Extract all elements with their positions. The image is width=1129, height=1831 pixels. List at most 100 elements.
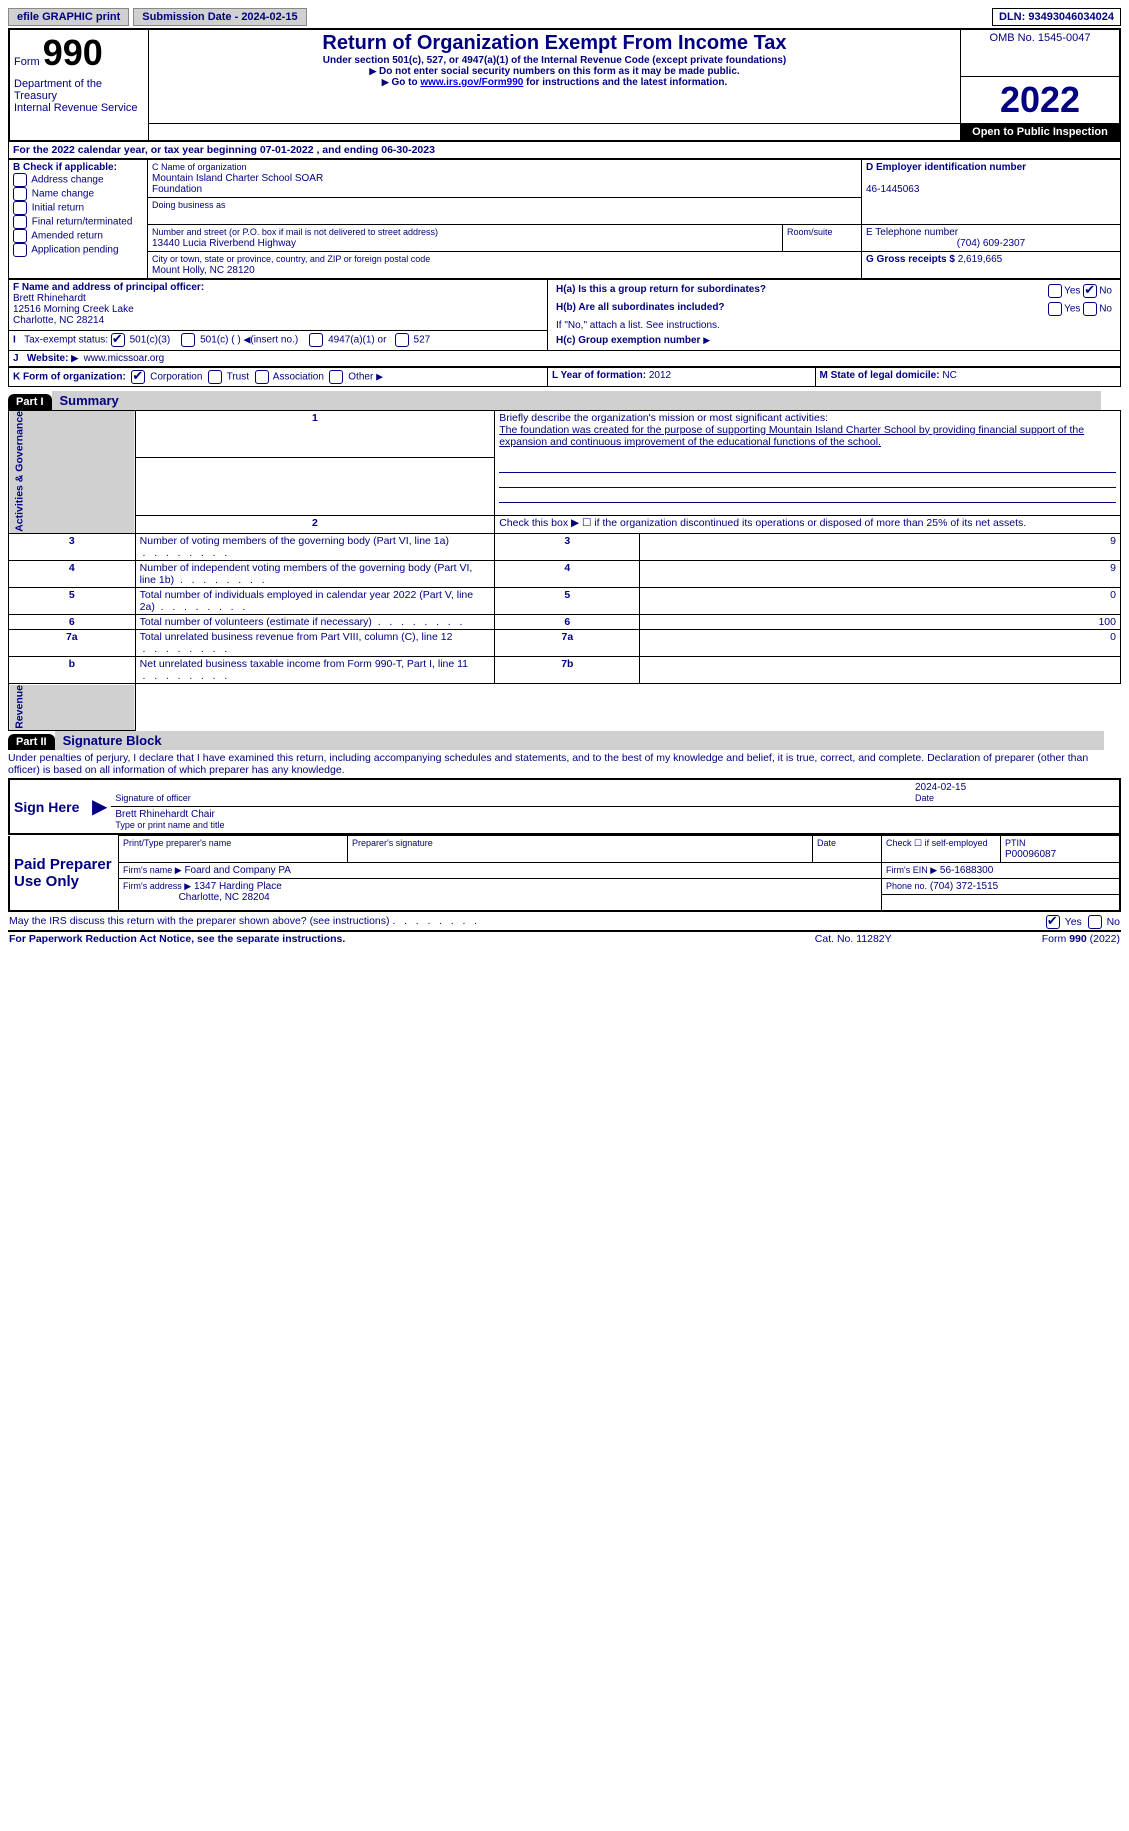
checkbox-501c[interactable] [181, 333, 195, 347]
opt-trust: Trust [227, 371, 249, 382]
officer-addr2: Charlotte, NC 28214 [13, 315, 104, 326]
checkbox-application-pending[interactable] [13, 243, 27, 257]
street-label: Number and street (or P.O. box if mail i… [152, 227, 438, 237]
side-gov: Activities & Governance [9, 410, 136, 534]
cb-label-0: Address change [31, 174, 103, 185]
open-to-public: Open to Public Inspection [961, 123, 1121, 141]
ein-value: 46-1445063 [866, 184, 919, 195]
cat-no: Cat. No. 11282Y [765, 931, 941, 946]
officer-block: F Name and address of principal officer:… [8, 279, 1121, 367]
box-f-label: F Name and address of principal officer: [13, 282, 204, 293]
checkbox-address-change[interactable] [13, 173, 27, 187]
form-title: Return of Organization Exempt From Incom… [153, 32, 956, 55]
dba-label: Doing business as [152, 200, 226, 210]
opt-501c3: 501(c)(3) [130, 334, 171, 345]
cb-label-3: Final return/terminated [32, 216, 133, 227]
table-row: 5Total number of individuals employed in… [9, 588, 1121, 615]
opt-corp: Corporation [150, 371, 202, 382]
org-name-2: Foundation [152, 184, 202, 195]
part1-table: Activities & Governance 1 Briefly descri… [8, 410, 1121, 732]
sign-here-label: Sign Here [9, 779, 88, 834]
cb-label-4: Amended return [31, 230, 103, 241]
opt-501c: 501(c) ( ) [200, 334, 241, 345]
line1-text: The foundation was created for the purpo… [499, 424, 1084, 448]
checkbox-4947[interactable] [309, 333, 323, 347]
firm-ein: 56-1688300 [940, 865, 993, 876]
subtitle-3-post: for instructions and the latest informat… [523, 77, 727, 88]
paid-preparer-block: Paid Preparer Use Only Print/Type prepar… [8, 835, 1121, 912]
part2-title: Signature Block [55, 731, 1104, 750]
room-label: Room/suite [787, 227, 833, 237]
box-c-name-label: C Name of organization [152, 162, 247, 172]
no-label-2: No [1099, 303, 1112, 314]
form-foot: Form 990 (2022) [1042, 933, 1120, 945]
efile-button[interactable]: efile GRAPHIC print [8, 8, 129, 26]
irs-label: Internal Revenue Service [14, 102, 138, 114]
line2: Check this box ▶ ☐ if the organization d… [495, 515, 1121, 533]
box-d-label: D Employer identification number [866, 162, 1026, 173]
form-org-block: K Form of organization: Corporation Trus… [8, 367, 1121, 387]
checkbox-hb-yes[interactable] [1048, 302, 1062, 316]
checkbox-ha-yes[interactable] [1048, 284, 1062, 298]
checkbox-527[interactable] [395, 333, 409, 347]
form-label: Form [14, 56, 40, 68]
officer-name: Brett Rhinehardt [13, 293, 86, 304]
table-row: 4Number of independent voting members of… [9, 561, 1121, 588]
form-number: 990 [43, 32, 103, 73]
firm-phone-label: Phone no. [886, 881, 927, 891]
subtitle-2: Do not enter social security numbers on … [379, 66, 740, 77]
checkbox-assoc[interactable] [255, 370, 269, 384]
checkbox-hb-no[interactable] [1083, 302, 1097, 316]
table-row: 6Total number of volunteers (estimate if… [9, 615, 1121, 630]
ptin-label: PTIN [1005, 838, 1026, 848]
sig-officer-label: Signature of officer [115, 793, 190, 803]
website-value: www.micssoar.org [84, 353, 165, 364]
opt-527: 527 [414, 334, 431, 345]
box-g-label: G Gross receipts $ [866, 254, 955, 265]
checkbox-discuss-yes[interactable] [1046, 915, 1060, 929]
may-irs: May the IRS discuss this return with the… [9, 915, 390, 927]
checkbox-name-change[interactable] [13, 187, 27, 201]
officer-addr1: 12516 Morning Creek Lake [13, 304, 134, 315]
paperwork: For Paperwork Reduction Act Notice, see … [9, 933, 345, 945]
city-label: City or town, state or province, country… [152, 254, 430, 264]
checkbox-ha-no[interactable] [1083, 284, 1097, 298]
ptin-value: P00096087 [1005, 849, 1056, 860]
checkbox-final-return[interactable] [13, 215, 27, 229]
irs-link[interactable]: www.irs.gov/Form990 [420, 77, 523, 88]
yes-label-3: Yes [1065, 916, 1082, 928]
phone-value: (704) 609-2307 [866, 238, 1116, 249]
box-m-label: M State of legal domicile: [820, 370, 940, 381]
checkbox-501c3[interactable] [111, 333, 125, 347]
part1-title: Summary [52, 391, 1101, 410]
hb-label: H(b) Are all subordinates included? [556, 302, 725, 313]
date-label: Date [915, 793, 934, 803]
checkbox-trust[interactable] [208, 370, 222, 384]
cb-label-2: Initial return [32, 202, 84, 213]
box-i-label: Tax-exempt status: [24, 334, 108, 345]
checkbox-amended[interactable] [13, 229, 27, 243]
hc-label: H(c) Group exemption number [556, 335, 700, 346]
part2-header: Part II [8, 734, 55, 750]
yes-label: Yes [1064, 285, 1080, 296]
prep-date-label: Date [817, 838, 836, 848]
year-formation: 2012 [649, 370, 671, 381]
city-value: Mount Holly, NC 28120 [152, 265, 255, 276]
type-name-label: Type or print name and title [115, 820, 224, 830]
yes-label-2: Yes [1064, 303, 1080, 314]
dept-treasury: Department of the Treasury [14, 78, 102, 102]
prep-sig-label: Preparer's signature [352, 838, 433, 848]
penalty-text: Under penalties of perjury, I declare th… [8, 750, 1121, 778]
org-name-1: Mountain Island Charter School SOAR [152, 173, 323, 184]
box-l-label: L Year of formation: [552, 370, 646, 381]
state-domicile: NC [942, 370, 956, 381]
cb-label-5: Application pending [31, 244, 118, 255]
checkbox-initial-return[interactable] [13, 201, 27, 215]
opt-4947: 4947(a)(1) or [328, 334, 386, 345]
hb-note: If "No," attach a list. See instructions… [552, 318, 1116, 333]
checkbox-corp[interactable] [131, 370, 145, 384]
checkbox-other[interactable] [329, 370, 343, 384]
box-k-label: K Form of organization: [13, 371, 126, 382]
table-row: 7aTotal unrelated business revenue from … [9, 630, 1121, 657]
checkbox-discuss-no[interactable] [1088, 915, 1102, 929]
